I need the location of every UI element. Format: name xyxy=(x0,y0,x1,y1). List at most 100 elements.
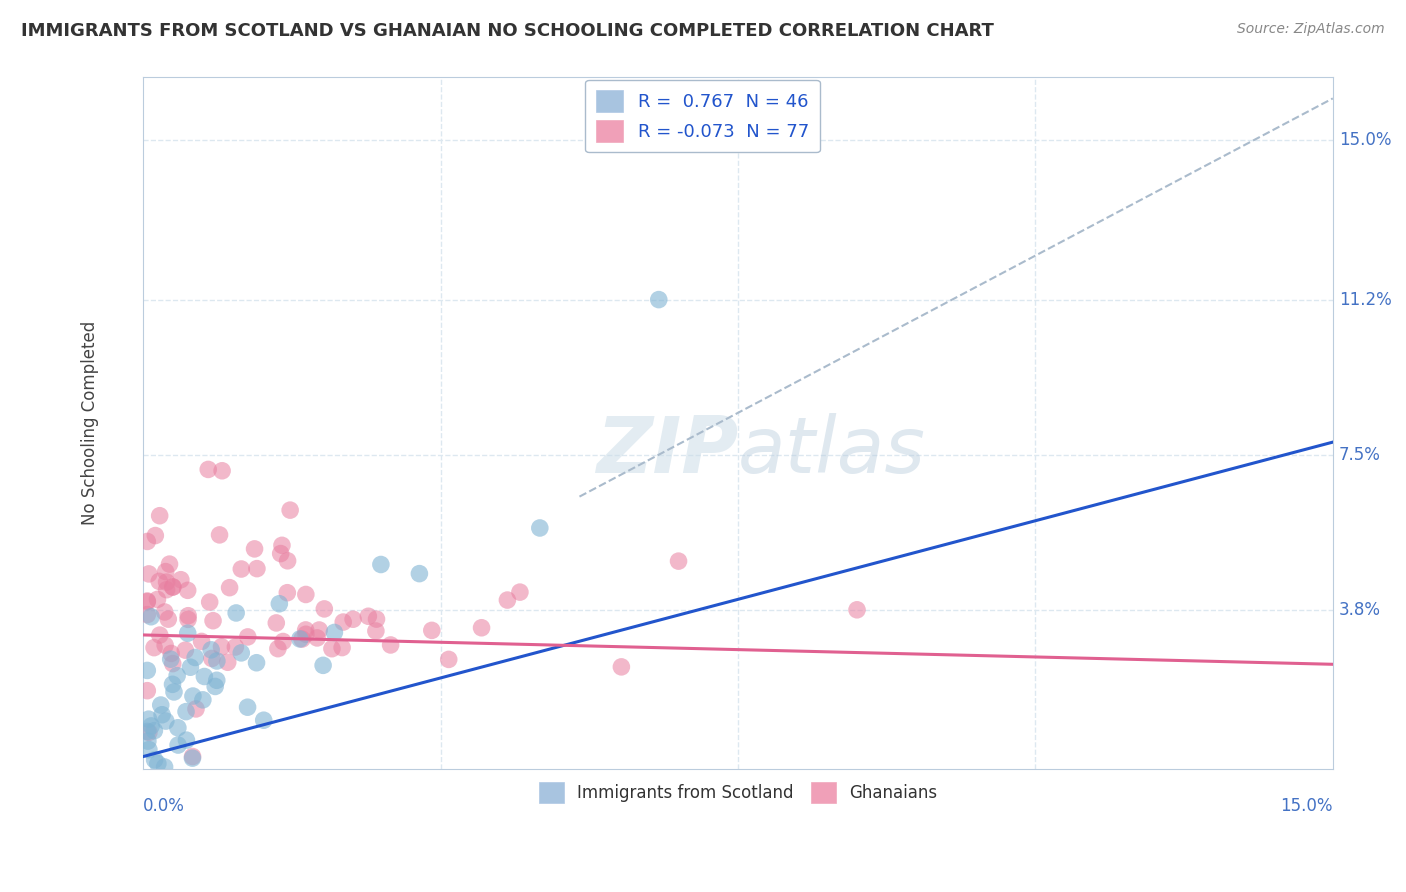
Point xyxy=(236,700,259,714)
Point xyxy=(159,652,181,666)
Point xyxy=(174,705,197,719)
Point xyxy=(291,632,314,646)
Point xyxy=(357,609,380,624)
Point xyxy=(166,668,188,682)
Point xyxy=(370,558,392,572)
Point xyxy=(509,585,531,599)
Point xyxy=(157,612,180,626)
Text: 0.0%: 0.0% xyxy=(143,797,186,814)
Point xyxy=(312,658,335,673)
Point xyxy=(177,612,200,626)
Point xyxy=(143,753,166,767)
Point xyxy=(330,640,353,655)
Point xyxy=(197,462,219,476)
Point xyxy=(150,707,173,722)
Point xyxy=(141,719,163,733)
Point xyxy=(307,631,329,645)
Point xyxy=(139,609,162,624)
Point xyxy=(149,698,172,712)
Point xyxy=(471,621,494,635)
Point xyxy=(174,643,197,657)
Point xyxy=(364,624,387,638)
Point xyxy=(176,583,198,598)
Point xyxy=(167,738,190,752)
Point xyxy=(163,685,186,699)
Point xyxy=(269,597,291,611)
Point xyxy=(162,580,184,594)
Point xyxy=(648,293,671,307)
Point xyxy=(294,623,316,637)
Point xyxy=(136,594,159,608)
Point xyxy=(246,561,269,575)
Point xyxy=(190,634,212,648)
Point xyxy=(177,626,200,640)
Point xyxy=(225,606,247,620)
Point xyxy=(162,580,184,594)
Point xyxy=(208,528,231,542)
Point xyxy=(496,593,519,607)
Point xyxy=(136,534,159,549)
Point xyxy=(184,650,207,665)
Point xyxy=(437,652,460,666)
Point xyxy=(308,623,330,637)
Point xyxy=(205,673,228,688)
Text: 3.8%: 3.8% xyxy=(1339,601,1381,619)
Point xyxy=(231,562,253,576)
Point xyxy=(170,573,193,587)
Point xyxy=(162,677,184,691)
Text: 11.2%: 11.2% xyxy=(1339,291,1392,309)
Text: 15.0%: 15.0% xyxy=(1281,797,1333,814)
Point xyxy=(149,628,172,642)
Point xyxy=(181,751,204,765)
Point xyxy=(146,756,169,771)
Point xyxy=(267,641,290,656)
Point xyxy=(218,581,240,595)
Point xyxy=(380,638,402,652)
Point xyxy=(266,615,288,630)
Point xyxy=(288,632,311,646)
Point xyxy=(136,595,159,609)
Point xyxy=(155,575,177,590)
Point xyxy=(153,638,176,652)
Point xyxy=(314,602,336,616)
Point xyxy=(270,547,292,561)
Point xyxy=(668,554,690,568)
Point xyxy=(148,574,170,589)
Point xyxy=(143,528,166,542)
Point xyxy=(179,660,201,674)
Point xyxy=(191,693,214,707)
Point xyxy=(342,612,364,626)
Point xyxy=(181,689,204,703)
Legend: Immigrants from Scotland, Ghanaians: Immigrants from Scotland, Ghanaians xyxy=(533,775,943,809)
Point xyxy=(160,647,183,661)
Point xyxy=(149,508,172,523)
Point xyxy=(420,624,443,638)
Point xyxy=(167,721,190,735)
Point xyxy=(155,714,177,728)
Point xyxy=(136,664,159,678)
Point xyxy=(323,625,346,640)
Point xyxy=(366,612,388,626)
Point xyxy=(156,582,179,597)
Point xyxy=(236,630,259,644)
Point xyxy=(143,640,166,655)
Point xyxy=(277,554,299,568)
Point xyxy=(332,615,354,629)
Text: Source: ZipAtlas.com: Source: ZipAtlas.com xyxy=(1237,22,1385,37)
Point xyxy=(162,657,184,671)
Point xyxy=(231,646,253,660)
Point xyxy=(177,608,200,623)
Point xyxy=(136,734,159,748)
Point xyxy=(136,683,159,698)
Point xyxy=(846,603,869,617)
Point xyxy=(295,627,318,641)
Point xyxy=(245,656,267,670)
Point xyxy=(253,713,276,727)
Point xyxy=(271,634,294,648)
Point xyxy=(138,725,160,739)
Point xyxy=(136,607,159,622)
Point xyxy=(200,643,222,657)
Point xyxy=(146,592,169,607)
Point xyxy=(204,680,226,694)
Point xyxy=(408,566,430,581)
